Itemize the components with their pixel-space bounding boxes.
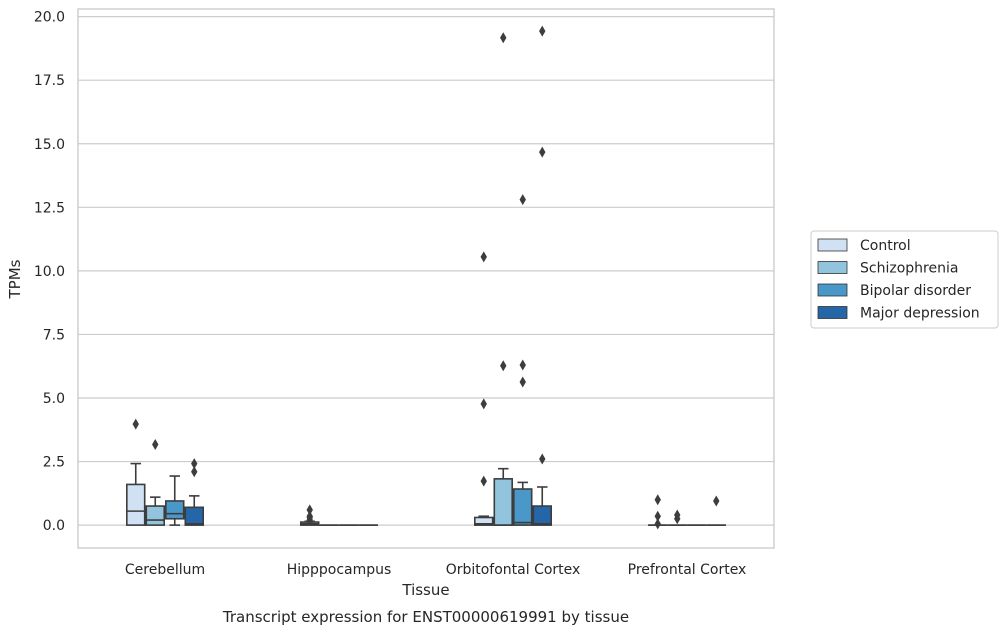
outlier-point bbox=[654, 518, 661, 530]
outliers bbox=[132, 25, 720, 530]
y-tick-label: 5.0 bbox=[43, 391, 65, 407]
legend-frame bbox=[810, 230, 999, 329]
boxes bbox=[126, 462, 726, 526]
legend-swatch bbox=[817, 261, 848, 274]
box-bipolar-disorder-2 bbox=[512, 481, 533, 526]
outlier-point bbox=[539, 453, 546, 465]
legend-swatch bbox=[817, 283, 848, 297]
legend-label: Schizophrenia bbox=[860, 261, 958, 277]
outlier-point bbox=[306, 504, 313, 516]
legend-item: Major depression bbox=[817, 306, 980, 322]
x-tick-labels: Cerebellum Hipppocampus Orbitofontal Corte… bbox=[125, 562, 746, 578]
outlier-point bbox=[519, 359, 526, 371]
y-tick-labels: 0.0 2.5 5.0 7.5 10.0 12.5 15.0 17.5 20.0 bbox=[34, 10, 65, 534]
box-body bbox=[145, 505, 166, 526]
chart-caption: Transcript expression for ENST0000061999… bbox=[222, 608, 629, 626]
legend-label: Major depression bbox=[860, 306, 980, 322]
legend-label: Control bbox=[860, 238, 911, 254]
y-tick-label: 0.0 bbox=[43, 518, 65, 534]
box-major-depression-2 bbox=[532, 486, 552, 526]
y-tick-label: 7.5 bbox=[43, 327, 65, 343]
outlier-point bbox=[480, 398, 487, 410]
x-axis-title: Tissue bbox=[401, 581, 449, 599]
outlier-point bbox=[674, 509, 681, 521]
box-body bbox=[165, 500, 185, 520]
x-tick-label: Hipppocampus bbox=[287, 562, 392, 578]
box-body bbox=[532, 505, 552, 526]
outlier-point bbox=[191, 466, 198, 478]
outlier-point bbox=[480, 251, 487, 263]
outlier-point bbox=[191, 458, 198, 470]
y-tick-label: 17.5 bbox=[34, 73, 65, 89]
y-tick-label: 10.0 bbox=[34, 264, 65, 280]
box-control-2 bbox=[473, 515, 494, 526]
outlier-point bbox=[306, 510, 313, 522]
legend-swatch bbox=[817, 306, 848, 319]
y-tick-label: 2.5 bbox=[43, 455, 65, 471]
box-control-0 bbox=[126, 462, 146, 526]
y-tick-label: 15.0 bbox=[34, 137, 65, 153]
y-axis-title: TPMs bbox=[6, 259, 24, 299]
y-tick-label: 20.0 bbox=[34, 10, 65, 26]
box-schizophrenia-2 bbox=[493, 467, 513, 526]
outlier-point bbox=[519, 376, 526, 388]
box-major-depression-0 bbox=[184, 495, 205, 526]
outlier-point bbox=[539, 146, 546, 158]
legend-item: Control bbox=[817, 238, 911, 254]
box-body bbox=[473, 516, 494, 526]
outlier-point bbox=[480, 475, 487, 487]
outlier-point bbox=[132, 418, 139, 430]
outlier-point bbox=[713, 495, 720, 507]
box-body bbox=[184, 506, 205, 526]
outlier-point bbox=[500, 32, 507, 44]
outlier-point bbox=[519, 194, 526, 206]
box-body bbox=[493, 478, 513, 526]
box-bipolar-disorder-0 bbox=[165, 475, 185, 526]
outlier-point bbox=[500, 360, 507, 372]
legend-swatch bbox=[817, 238, 848, 252]
box-schizophrenia-0 bbox=[145, 496, 166, 526]
outlier-point bbox=[654, 494, 661, 506]
box-body bbox=[126, 483, 146, 526]
x-tick-label: Prefrontal Cortex bbox=[628, 562, 747, 578]
plot-frame bbox=[77, 8, 775, 549]
outlier-point bbox=[654, 510, 661, 522]
legend: Control Schizophrenia Bipolar disorder Majo… bbox=[810, 230, 999, 329]
x-tick-label: Cerebellum bbox=[125, 562, 205, 578]
legend-item: Bipolar disorder bbox=[817, 283, 971, 299]
y-tick-label: 12.5 bbox=[34, 200, 65, 216]
legend-label: Bipolar disorder bbox=[860, 283, 971, 299]
x-tick-label: Orbitofontal Cortex bbox=[446, 562, 581, 578]
outlier-point bbox=[539, 25, 546, 37]
legend-item: Schizophrenia bbox=[817, 261, 958, 277]
box-body bbox=[512, 488, 533, 526]
outlier-point bbox=[152, 439, 159, 451]
